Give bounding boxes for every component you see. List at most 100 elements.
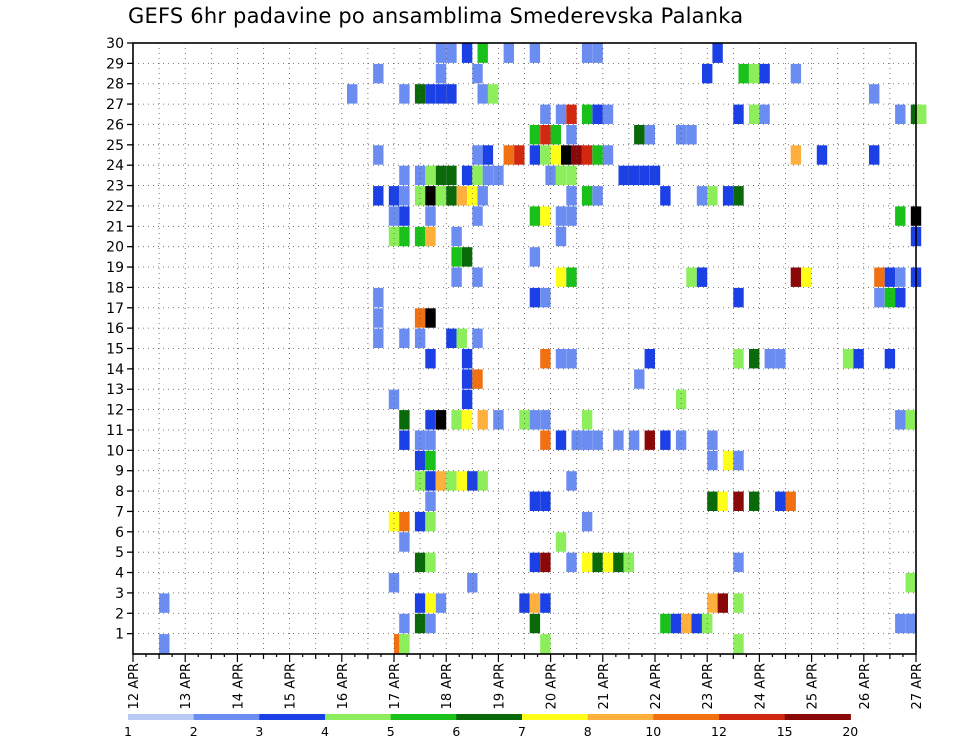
heatmap-cell	[482, 145, 494, 165]
x-tick-label: 19 APR	[492, 663, 507, 709]
x-tick-label: 24 APR	[753, 663, 768, 709]
heatmap-cell	[540, 349, 551, 369]
heatmap-cell	[764, 349, 775, 369]
legend-label: 20	[842, 724, 858, 739]
heatmap-cell	[529, 613, 541, 634]
heatmap-cell	[884, 287, 896, 308]
heatmap-cell	[399, 410, 410, 430]
heatmap-cell	[467, 471, 478, 491]
heatmap-cell	[399, 165, 410, 186]
heatmap-cell	[566, 206, 577, 226]
heatmap-cell	[592, 186, 603, 206]
heatmap-cell	[733, 491, 744, 511]
heatmap-cell	[644, 125, 655, 145]
heatmap-cell	[414, 450, 426, 471]
legend-label: 10	[645, 724, 661, 739]
heatmap-cell	[790, 145, 802, 165]
heatmap-cell	[493, 410, 504, 430]
heatmap-cell	[853, 349, 864, 369]
heatmap-cell	[388, 206, 400, 226]
heatmap-cell	[749, 104, 760, 124]
heatmap-cell	[916, 104, 927, 124]
heatmap-cell	[545, 165, 556, 186]
heatmap-cell	[472, 165, 483, 186]
heatmap-cell	[435, 63, 447, 84]
heatmap-cell	[519, 410, 530, 430]
x-tick-label: 22 APR	[649, 663, 664, 709]
heatmap-cell	[529, 410, 541, 430]
y-tick-label: 8	[115, 484, 124, 500]
heatmap-cell	[373, 145, 384, 165]
x-tick-label: 25 APR	[806, 663, 821, 709]
y-tick-label: 10	[106, 443, 124, 459]
heatmap-cell	[555, 165, 567, 186]
x-tick-label: 16 APR	[336, 663, 351, 709]
heatmap-cell	[644, 349, 655, 369]
color-legend: 1 2 3 4 5 6 7 8 10 12 15 20	[124, 714, 858, 739]
heatmap-cell	[592, 145, 603, 165]
heatmap-cell	[425, 165, 436, 186]
heatmap-cell	[566, 552, 577, 573]
y-tick-label: 15	[106, 342, 124, 358]
heatmap-cell	[874, 267, 885, 287]
legend-label: 3	[255, 724, 263, 739]
heatmap-cell	[874, 287, 885, 308]
legend-label: 5	[387, 724, 395, 739]
heatmap-cell	[472, 145, 483, 165]
y-tick-label: 25	[106, 138, 124, 154]
legend-swatch	[193, 714, 260, 720]
heatmap-cell	[467, 186, 478, 206]
heatmap-cell	[461, 389, 473, 410]
grid-lines	[132, 42, 917, 654]
heatmap-cell	[472, 328, 483, 348]
heatmap-cell	[675, 389, 687, 410]
heatmap-cell	[869, 84, 880, 104]
heatmap-cell	[159, 634, 170, 654]
heatmap-cell	[425, 511, 436, 532]
heatmap-cell	[425, 450, 436, 471]
heatmap-cell	[540, 552, 551, 573]
heatmap-cell	[425, 308, 436, 328]
heatmap-cell	[722, 450, 734, 471]
heatmap-cell	[446, 328, 457, 348]
heatmap-cell	[435, 43, 447, 63]
heatmap-cell	[592, 43, 603, 63]
heatmap-cell	[472, 369, 483, 389]
heatmap-cell	[733, 634, 744, 654]
y-tick-label: 9	[115, 464, 124, 480]
heatmap-cell	[514, 145, 525, 165]
heatmap-cell	[529, 145, 541, 165]
heatmap-cell	[555, 206, 567, 226]
heatmap-cell	[399, 226, 410, 247]
heatmap-cell	[895, 267, 906, 287]
heatmap-cell	[707, 491, 718, 511]
heatmap-cell	[456, 186, 467, 206]
heatmap-cell	[566, 104, 577, 124]
heatmap-cell	[801, 267, 812, 287]
heatmap-cell	[488, 84, 499, 104]
x-tick-label: 18 APR	[440, 663, 455, 709]
heatmap-cell	[790, 267, 802, 287]
heatmap-cell	[482, 165, 494, 186]
heatmap-cell	[561, 145, 572, 165]
y-tick-label: 4	[115, 566, 124, 582]
heatmap-cell	[712, 43, 723, 63]
heatmap-cell	[425, 471, 436, 491]
legend-swatch	[653, 714, 720, 720]
heatmap-cell	[399, 634, 410, 654]
heatmap-cell	[399, 532, 410, 552]
heatmap-cell	[738, 63, 749, 84]
y-tick-label: 3	[115, 586, 124, 602]
heatmap-cell	[399, 511, 410, 532]
heatmap-cell	[435, 471, 447, 491]
y-tick-label: 28	[106, 77, 124, 93]
x-axis-ticks: 12 APR 13 APR 14 APR 15 APR 16 APR 17 APR 18 A…	[127, 654, 925, 709]
heatmap-cell	[733, 104, 744, 124]
heatmap-cell	[555, 267, 567, 287]
heatmap-cell	[461, 349, 473, 369]
heatmap-cell	[660, 186, 671, 206]
heatmap-cell	[435, 410, 447, 430]
heatmap-cell	[749, 63, 760, 84]
y-tick-label: 5	[115, 545, 124, 561]
chart-title: GEFS 6hr padavine po ansamblima Smederev…	[128, 4, 744, 28]
